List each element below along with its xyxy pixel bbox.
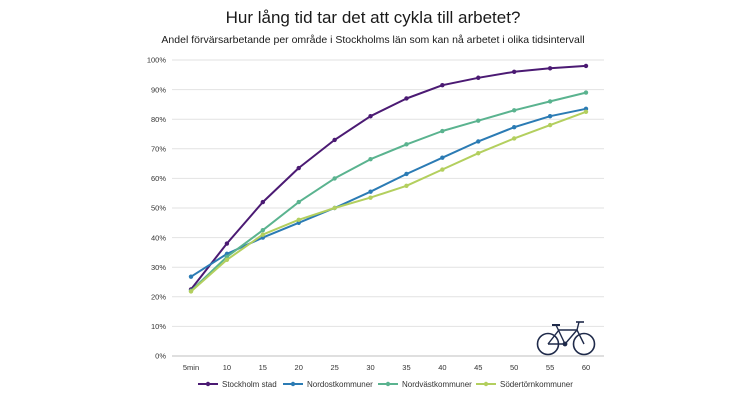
y-tick-label: 100% <box>147 56 167 65</box>
legend-entry: Nordostkommuner <box>283 380 373 389</box>
data-point <box>547 66 553 71</box>
x-tick-label: 10 <box>223 363 231 372</box>
legend-entry: Nordvästkommuner <box>378 380 472 389</box>
data-point <box>511 108 517 113</box>
data-point <box>368 114 373 119</box>
legend-entry: Stockholm stad <box>198 380 277 389</box>
legend-label: Nordostkommuner <box>307 380 373 389</box>
y-tick-label: 50% <box>151 204 166 213</box>
y-tick-label: 60% <box>151 174 166 183</box>
series-line <box>190 107 587 278</box>
y-tick-label: 30% <box>151 263 166 272</box>
data-point <box>547 99 553 104</box>
y-tick-label: 80% <box>151 115 166 124</box>
data-point <box>511 136 517 141</box>
series-2 <box>188 106 589 279</box>
data-point <box>296 217 301 223</box>
y-tick-label: 40% <box>151 233 166 242</box>
data-point <box>368 189 373 194</box>
data-point <box>368 156 373 162</box>
legend-label: Nordvästkommuner <box>402 380 472 389</box>
data-point <box>224 241 230 246</box>
data-point <box>368 195 373 200</box>
chart-title: Hur lång tid tar det att cykla till arbe… <box>225 8 521 27</box>
data-point <box>188 274 194 279</box>
data-point <box>476 75 481 80</box>
x-tick-label: 35 <box>402 363 410 372</box>
x-tick-label: 60 <box>582 363 590 372</box>
legend-marker <box>205 381 211 387</box>
chart-subtitle: Andel förvärsarbetande per område i Stoc… <box>161 34 585 46</box>
data-point <box>404 171 409 177</box>
x-tick-label: 45 <box>474 363 482 372</box>
legend-entry: Södertörnkommuner <box>476 380 573 389</box>
data-point <box>296 165 301 171</box>
data-point <box>188 289 194 294</box>
data-point <box>260 228 266 233</box>
legend-label: Stockholm stad <box>222 380 277 389</box>
data-point <box>547 122 553 128</box>
data-point <box>440 167 445 172</box>
series-line <box>190 110 587 293</box>
data-point <box>404 142 409 147</box>
x-tick-label: 20 <box>295 363 303 372</box>
data-point <box>260 232 266 237</box>
x-tick-label: 15 <box>259 363 267 372</box>
data-point <box>511 124 517 130</box>
data-point <box>332 205 337 211</box>
x-tick-label: 50 <box>510 363 518 372</box>
bicycle-icon <box>536 321 596 356</box>
data-point <box>583 63 589 69</box>
series-4 <box>188 109 589 294</box>
legend-label: Södertörnkommuner <box>500 380 573 389</box>
series-1 <box>188 63 589 292</box>
legend: Stockholm stad Nordostkommuner Nordvästkom… <box>198 380 573 389</box>
x-tick-label: 5min <box>183 363 199 372</box>
y-tick-label: 10% <box>151 322 166 331</box>
data-point <box>440 82 445 88</box>
data-point <box>511 69 517 75</box>
legend-marker <box>290 381 296 387</box>
data-point <box>260 199 266 205</box>
data-point <box>547 114 553 119</box>
legend-marker <box>385 381 391 387</box>
series-line <box>190 64 587 291</box>
legend-marker <box>483 381 489 387</box>
axis-labels: 0% 10% 20% 30% 40% 50% 60% 70% 80% 90% 100% 5min 10 1… <box>147 56 590 372</box>
data-point <box>440 128 445 134</box>
y-tick-label: 70% <box>151 145 166 154</box>
data-point <box>583 90 589 95</box>
data-point <box>332 176 337 181</box>
data-point <box>404 183 409 188</box>
data-point <box>440 155 445 160</box>
data-point <box>476 139 481 144</box>
data-point <box>476 118 481 123</box>
data-point <box>332 137 337 143</box>
x-tick-label: 40 <box>438 363 446 372</box>
y-tick-label: 90% <box>151 85 166 94</box>
y-tick-label: 20% <box>151 293 166 302</box>
x-tick-label: 30 <box>366 363 374 372</box>
data-point <box>404 96 409 101</box>
data-point <box>296 199 301 205</box>
series-line <box>190 91 587 292</box>
series-layer <box>188 63 589 294</box>
gridlines <box>172 59 604 357</box>
y-tick-label: 0% <box>155 352 166 361</box>
data-point <box>224 257 230 262</box>
data-point <box>583 109 589 115</box>
x-tick-label: 55 <box>546 363 554 372</box>
data-point <box>476 151 481 156</box>
x-tick-label: 25 <box>330 363 338 372</box>
